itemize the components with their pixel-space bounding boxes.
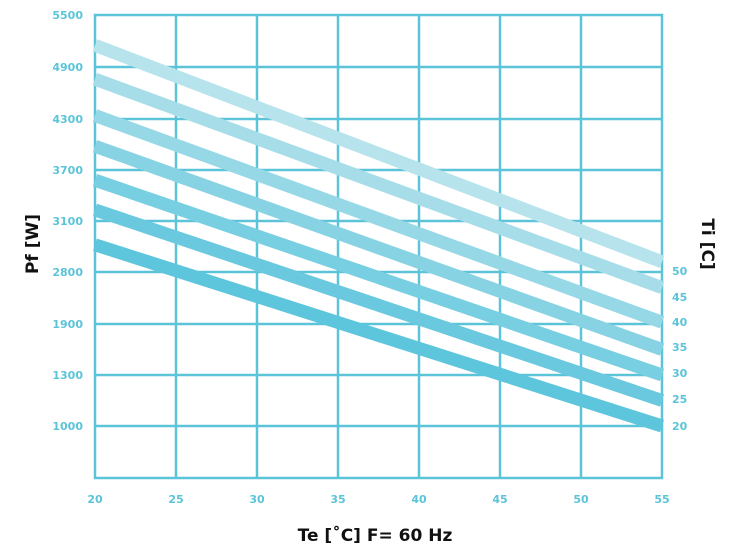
x-tick-labels: 20 25 30 35 40 45 50 55 bbox=[87, 493, 669, 506]
series-line-30 bbox=[92, 174, 665, 382]
x-tick-label: 35 bbox=[330, 493, 345, 506]
series-label-50: 50 bbox=[672, 265, 688, 278]
y-tick-label: 1900 bbox=[52, 318, 83, 331]
y-tick-label: 1300 bbox=[52, 369, 83, 382]
x-tick-label: 30 bbox=[249, 493, 265, 506]
y-tick-labels: 5500 4900 4300 3700 3100 2800 1900 1300 1000 bbox=[52, 9, 83, 433]
y-tick-label: 3700 bbox=[52, 164, 83, 177]
series-lines bbox=[92, 39, 665, 433]
x-tick-label: 55 bbox=[654, 493, 669, 506]
y-axis-title: Pf [W] bbox=[23, 214, 43, 274]
series-label-35: 35 bbox=[672, 341, 687, 354]
series-line-50 bbox=[92, 39, 665, 268]
y-tick-label: 5500 bbox=[52, 9, 83, 22]
y-tick-label: 2800 bbox=[52, 266, 83, 279]
series-line-40 bbox=[92, 109, 665, 329]
series-label-20: 20 bbox=[672, 420, 688, 433]
x-tick-label: 40 bbox=[411, 493, 427, 506]
x-axis-title: Te [˚C] F= 60 Hz bbox=[298, 524, 453, 546]
series-line-45 bbox=[92, 73, 665, 294]
right-axis-title: Ti [C] bbox=[697, 218, 717, 269]
y-tick-label: 3100 bbox=[52, 215, 83, 228]
series-line-25 bbox=[92, 203, 665, 407]
series-label-30: 30 bbox=[672, 367, 688, 380]
y-tick-label: 1000 bbox=[52, 420, 83, 433]
series-line-20 bbox=[93, 238, 664, 433]
series-line-35 bbox=[92, 140, 665, 356]
y-tick-label: 4900 bbox=[52, 61, 83, 74]
series-label-25: 25 bbox=[672, 393, 687, 406]
series-end-labels: 20 25 30 35 40 45 50 bbox=[672, 265, 688, 433]
y-tick-label: 4300 bbox=[52, 113, 83, 126]
x-tick-label: 45 bbox=[492, 493, 507, 506]
series-label-40: 40 bbox=[672, 316, 688, 329]
x-tick-label: 50 bbox=[573, 493, 589, 506]
series-label-45: 45 bbox=[672, 291, 687, 304]
x-tick-label: 20 bbox=[87, 493, 103, 506]
x-tick-label: 25 bbox=[168, 493, 183, 506]
